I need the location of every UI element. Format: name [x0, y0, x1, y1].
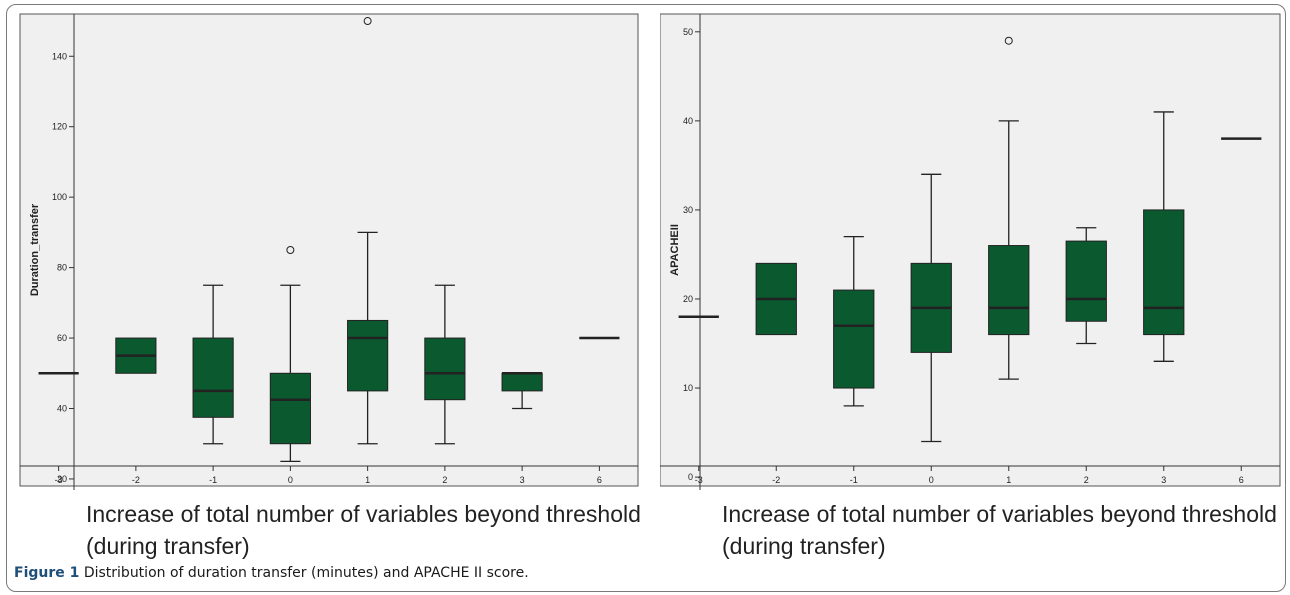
box-body: [192, 337, 234, 418]
outlier-point: [363, 17, 372, 26]
outlier-point: [286, 246, 295, 254]
x-tick-label: 2: [1084, 475, 1089, 485]
x-tick-label: -1: [850, 475, 858, 485]
box-1: [347, 17, 389, 445]
box-body: [424, 337, 466, 401]
figure-caption: Figure 1 Distribution of duration transf…: [14, 565, 529, 581]
x-tick-label: -3: [695, 475, 703, 485]
figure-caption-text: Distribution of duration transfer (minut…: [83, 565, 529, 581]
x-tick-label: 1: [365, 475, 370, 485]
box-body: [1065, 240, 1107, 322]
y-tick-label: 60: [57, 333, 67, 343]
apache-boxplot-chart: 0 10 20 30 40 50 APACHEII -3 -2 -1 0 1 2 3 6: [660, 13, 1281, 490]
x-tick-label: 2: [442, 475, 447, 485]
box-body: [501, 372, 543, 392]
box--1: [833, 235, 875, 407]
x-tick-label: -1: [209, 475, 217, 485]
y-tick-label: 40: [57, 404, 67, 414]
y-axis-title: APACHEII: [669, 224, 681, 276]
x-tick-label: -2: [772, 475, 780, 485]
duration-x-axis-title: Increase of total number of variables be…: [86, 501, 641, 559]
box-0: [269, 246, 311, 462]
box-2: [1065, 227, 1107, 345]
box--1: [192, 284, 234, 445]
y-tick-label: 20: [57, 474, 67, 484]
box-body: [988, 245, 1030, 336]
box--2: [755, 262, 797, 336]
x-tick-label: -3: [55, 475, 63, 485]
box-3: [1143, 111, 1185, 362]
x-tick-label: 1: [1006, 475, 1011, 485]
y-tick-label: 140: [52, 51, 67, 61]
box-3: [501, 372, 543, 410]
box-1: [988, 36, 1030, 380]
box--2: [115, 337, 157, 374]
box-2: [424, 284, 466, 445]
y-tick-label: 100: [52, 192, 67, 202]
x-tick-label: 0: [288, 475, 293, 485]
box-body: [269, 372, 311, 445]
box-body: [1143, 209, 1185, 336]
plot-area: [660, 13, 1281, 487]
y-tick-label: 40: [683, 116, 693, 126]
y-tick-label: 120: [52, 122, 67, 132]
x-tick-label: 3: [520, 475, 525, 485]
x-tick-label: 6: [1239, 475, 1244, 485]
y-tick-label: 20: [683, 294, 693, 304]
y-tick-label: 80: [57, 263, 67, 273]
y-tick-label: 50: [683, 27, 693, 37]
y-axis-title: Duration_transfer: [29, 203, 41, 296]
box-body: [347, 319, 389, 392]
y-tick-label: 10: [683, 383, 693, 393]
figure-caption-label: Figure 1: [14, 565, 80, 581]
box-0: [910, 173, 952, 443]
x-tick-label: 0: [929, 475, 934, 485]
plot-area: [19, 13, 639, 487]
y-tick-label: 30: [683, 205, 693, 215]
outlier-point: [1004, 36, 1013, 45]
y-tick-label: 0: [688, 472, 693, 482]
x-tick-label: -2: [132, 475, 140, 485]
apache-x-axis-title: Increase of total number of variables be…: [722, 501, 1277, 559]
x-tick-label: 6: [597, 475, 602, 485]
x-tick-label: 3: [1161, 475, 1166, 485]
box-body: [833, 289, 875, 389]
